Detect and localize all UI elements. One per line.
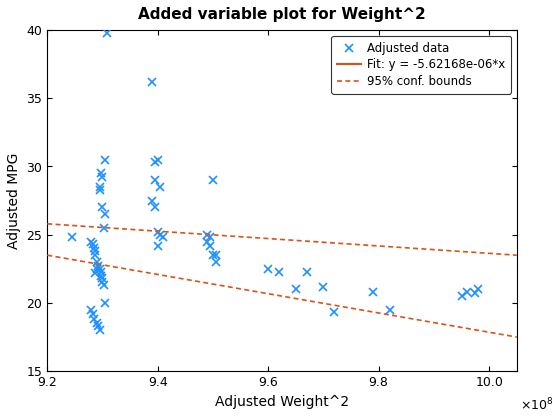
Adjusted data — [472, 291, 479, 296]
95% conf. bounds — [322, 240, 329, 245]
Legend: Adjusted data, Fit: y = -5.62168e-06*x, 95% conf. bounds: Adjusted data, Fit: y = -5.62168e-06*x, … — [332, 36, 511, 94]
95% conf. bounds — [469, 250, 476, 255]
95% conf. bounds — [324, 240, 330, 245]
Y-axis label: Adjusted MPG: Adjusted MPG — [7, 152, 21, 249]
95% conf. bounds — [45, 221, 52, 226]
Adjusted data — [475, 287, 482, 292]
Adjusted data — [152, 160, 158, 165]
Line: 95% conf. bounds: 95% conf. bounds — [47, 224, 517, 255]
Text: $\times10^8$: $\times10^8$ — [520, 396, 553, 413]
Adjusted data — [69, 235, 76, 240]
X-axis label: Adjusted Weight^2: Adjusted Weight^2 — [215, 394, 349, 409]
95% conf. bounds — [44, 221, 50, 226]
Adjusted data — [102, 157, 109, 162]
Adjusted data — [96, 328, 103, 333]
95% conf. bounds — [440, 248, 446, 253]
Title: Added variable plot for Weight^2: Added variable plot for Weight^2 — [138, 7, 426, 22]
95% conf. bounds — [514, 253, 520, 258]
Adjusted data — [100, 283, 107, 288]
Adjusted data — [104, 30, 110, 35]
Adjusted data — [99, 276, 106, 281]
Line: Adjusted data: Adjusted data — [68, 29, 482, 334]
95% conf. bounds — [332, 241, 338, 246]
Adjusted data — [209, 253, 216, 258]
